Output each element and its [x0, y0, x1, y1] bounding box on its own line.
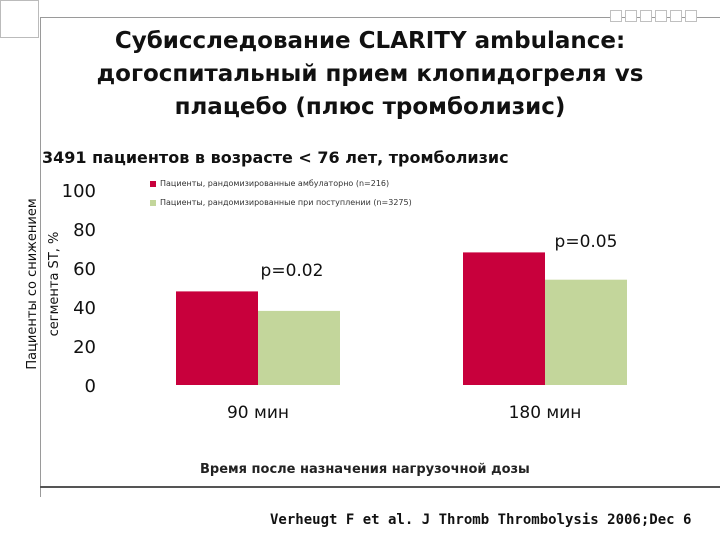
legend-entry-ambulatory: Пациенты, рандомизированные амбулаторно … [150, 179, 389, 188]
slide-subtitle: 3491 пациентов в возрасте < 76 лет, тром… [42, 148, 509, 167]
title-line-3: плацебо (плюс тромболизис) [174, 94, 566, 120]
corner-box [0, 0, 39, 38]
x-tick-label-180: 180 мин [509, 403, 582, 423]
legend-entry-hospital: Пациенты, рандомизированные при поступле… [150, 198, 412, 207]
y-tick-label-100: 100 [62, 181, 96, 202]
p-value-annotation-180: p=0.05 [555, 232, 618, 252]
x-axis-title: Время после назначения нагрузочной дозы [200, 462, 530, 477]
bar-ambulatory-90 [176, 291, 258, 385]
frame-top-line [40, 17, 720, 18]
y-tick-label-80: 80 [73, 220, 96, 241]
legend-label-ambulatory: Пациенты, рандомизированные амбулаторно … [160, 179, 390, 188]
frame-bottom-line [40, 486, 720, 488]
title-line-2: догоспитальный прием клопидогреля vs [96, 61, 644, 87]
bar-hospital-90 [258, 310, 340, 385]
y-tick-label-40: 40 [73, 298, 96, 319]
slide-title: Субисследование CLARITY ambulance: догос… [50, 25, 690, 124]
source-citation: Verheugt F et al. J Thromb Thrombolysis … [270, 512, 692, 528]
bar-hospital-180 [545, 279, 627, 385]
legend-swatch-hospital [150, 199, 156, 206]
y-tick-label-0: 0 [85, 376, 96, 397]
legend-label-hospital: Пациенты, рандомизированные при поступле… [160, 198, 412, 207]
bar-ambulatory-180 [463, 252, 545, 385]
y-tick-label-60: 60 [73, 259, 96, 280]
decorative-boxes [610, 10, 697, 22]
legend-swatch-ambulatory [150, 180, 156, 187]
p-value-annotation-90: p=0.02 [261, 261, 324, 281]
title-line-1: Субисследование CLARITY ambulance: [114, 28, 626, 54]
x-tick-label-90: 90 мин [227, 403, 289, 423]
frame-left-line [40, 17, 41, 497]
y-tick-label-20: 20 [73, 337, 96, 358]
